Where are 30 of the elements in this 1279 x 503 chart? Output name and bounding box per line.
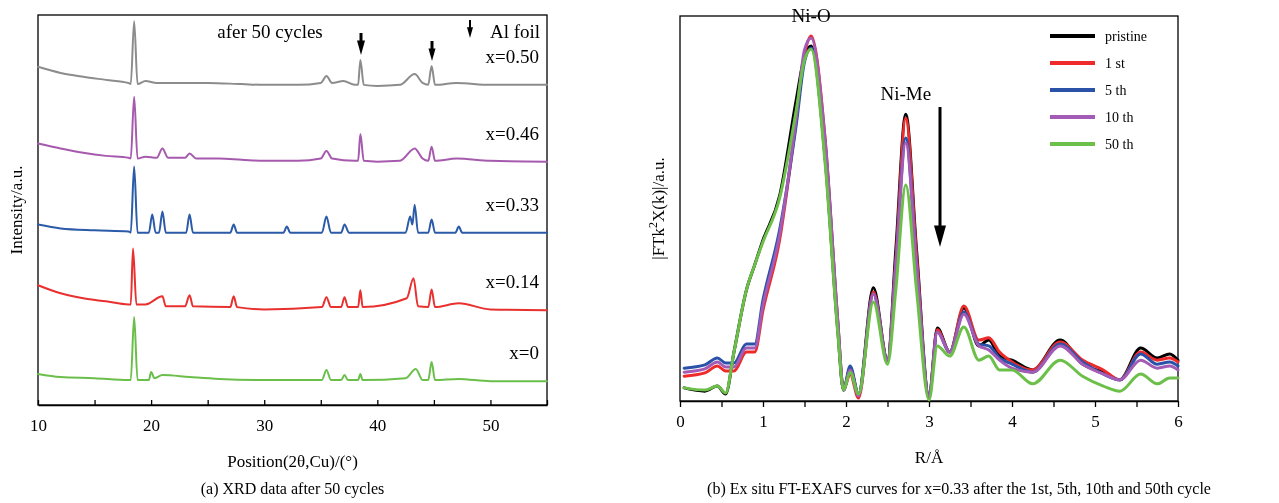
x-tick-label: 4 [1008, 412, 1018, 432]
x-tick-label: 3 [925, 412, 934, 432]
x-tick-label: 40 [369, 416, 387, 436]
legend-label: 10 th [1105, 110, 1134, 125]
series-label: x=0.46 [485, 122, 539, 144]
legend-label: 50 th [1105, 137, 1134, 152]
series-label: x=0.50 [485, 45, 539, 67]
x-tick-label: 20 [143, 416, 161, 436]
x-tick-label: 2 [842, 412, 851, 432]
series-label: x=0.33 [485, 193, 539, 215]
x-tick-label: 30 [256, 416, 274, 436]
series-label: x=0 [509, 342, 539, 364]
x-tick-label: 6 [1174, 412, 1183, 432]
annotation: Al foil [490, 21, 541, 42]
text: (a) XRD data after 50 cycles [200, 480, 385, 498]
x-tick-label: 5 [1091, 412, 1100, 432]
y-axis-title: Intensity/a.u. [7, 165, 26, 255]
legend-label: pristine [1105, 29, 1147, 44]
x-tick-label: 50 [482, 416, 500, 436]
x-tick-label: 0 [676, 412, 685, 432]
legend-label: 5 th [1105, 83, 1127, 98]
text: (b) Ex situ FT-EXAFS curves for x=0.33 after the 1st, 5th, 10th and 50th cycle [707, 480, 1211, 498]
x-axis-title: R/Å [914, 448, 944, 467]
annotation: Ni-Me [880, 83, 932, 105]
annotation: afer 50 cycles [217, 21, 323, 42]
x-tick-label: 10 [30, 416, 47, 436]
legend-label: 1 st [1105, 56, 1125, 71]
series-label: x=0.14 [485, 271, 540, 293]
x-axis-title: Position(2θ,Cu)/(°) [227, 452, 358, 471]
x-tick-label: 1 [759, 412, 768, 432]
